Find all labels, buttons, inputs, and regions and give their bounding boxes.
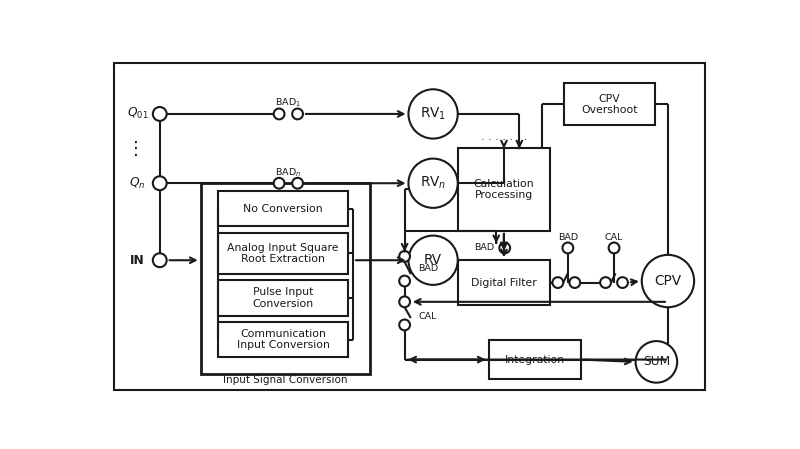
Text: CAL: CAL	[605, 233, 623, 242]
Text: RV: RV	[424, 253, 442, 267]
Text: $Q_n$: $Q_n$	[129, 176, 146, 191]
Circle shape	[274, 109, 285, 119]
Bar	[218, 280, 349, 316]
Text: Integration: Integration	[505, 355, 565, 365]
Circle shape	[609, 242, 619, 253]
Circle shape	[617, 277, 628, 288]
Circle shape	[570, 277, 580, 288]
Bar	[458, 148, 550, 231]
Bar	[218, 322, 349, 357]
Circle shape	[153, 107, 166, 121]
Text: RV$_n$: RV$_n$	[420, 175, 446, 191]
Circle shape	[600, 277, 611, 288]
Text: CPV: CPV	[654, 274, 682, 288]
Circle shape	[409, 89, 458, 139]
Text: ⋮: ⋮	[127, 140, 145, 158]
Circle shape	[499, 242, 510, 253]
Bar	[458, 260, 550, 305]
Bar	[218, 233, 349, 274]
Circle shape	[292, 109, 303, 119]
Circle shape	[153, 176, 166, 190]
Circle shape	[399, 251, 410, 262]
Text: BAD: BAD	[474, 243, 494, 252]
Bar	[489, 340, 581, 379]
Text: Calculation
Processing: Calculation Processing	[474, 179, 534, 200]
Text: . . . . . . .: . . . . . . .	[481, 132, 527, 142]
Circle shape	[292, 178, 303, 189]
Text: CPV
Overshoot: CPV Overshoot	[581, 93, 638, 115]
Circle shape	[274, 178, 285, 189]
Text: IN: IN	[130, 254, 145, 267]
Circle shape	[409, 158, 458, 208]
Bar	[218, 191, 349, 226]
Circle shape	[562, 242, 574, 253]
Circle shape	[153, 253, 166, 267]
Text: BAD$_n$: BAD$_n$	[275, 166, 302, 179]
Circle shape	[399, 276, 410, 286]
Text: No Conversion: No Conversion	[243, 204, 322, 214]
Text: BAD$_1$: BAD$_1$	[275, 97, 302, 110]
Circle shape	[409, 236, 458, 285]
Text: Pulse Input
Conversion: Pulse Input Conversion	[252, 287, 314, 309]
Text: BAD: BAD	[558, 233, 578, 242]
Text: RV$_1$: RV$_1$	[420, 106, 446, 122]
Text: Communication
Input Conversion: Communication Input Conversion	[237, 329, 330, 350]
Text: SUM: SUM	[642, 355, 670, 368]
Text: BAD: BAD	[418, 264, 438, 273]
Bar	[564, 83, 655, 125]
Circle shape	[553, 277, 563, 288]
Bar	[201, 183, 370, 374]
Circle shape	[642, 255, 694, 307]
Text: CAL: CAL	[418, 312, 437, 321]
Text: Analog Input Square
Root Extraction: Analog Input Square Root Extraction	[227, 242, 338, 264]
Circle shape	[399, 320, 410, 330]
Text: Input Signal Conversion: Input Signal Conversion	[223, 375, 347, 385]
Circle shape	[636, 341, 677, 383]
Text: Digital Filter: Digital Filter	[471, 277, 537, 287]
Text: $Q_{01}$: $Q_{01}$	[126, 106, 148, 122]
Circle shape	[399, 296, 410, 307]
